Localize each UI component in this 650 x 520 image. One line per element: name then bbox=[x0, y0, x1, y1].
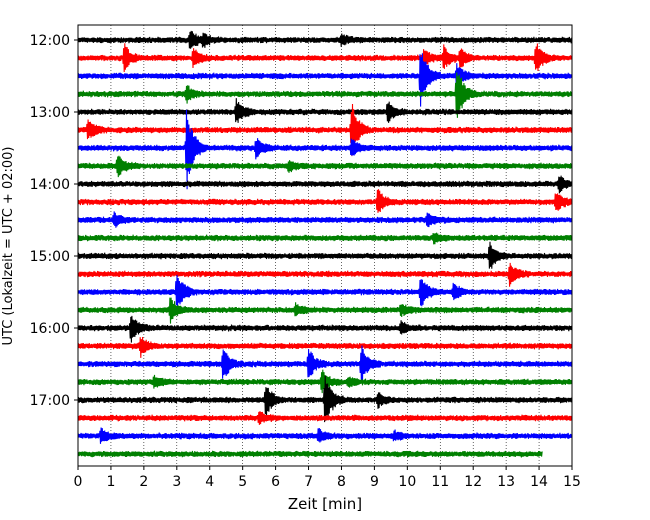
trace-row-1600 bbox=[77, 315, 573, 343]
x-tick-label: 11 bbox=[431, 474, 449, 490]
trace-row-1400 bbox=[77, 175, 573, 194]
y-axis-ticks: 12:00 13:00 14:00 15:00 16:00 17:00 bbox=[30, 33, 78, 409]
x-tick-label: 9 bbox=[370, 474, 379, 490]
trace-row-1745 bbox=[77, 450, 543, 458]
y-tick-label: 13:00 bbox=[30, 105, 70, 121]
x-axis-ticks: 0 1 2 3 4 5 6 7 8 9 10 11 12 13 14 15 bbox=[74, 466, 581, 490]
trace-row-1530 bbox=[77, 274, 573, 310]
seismic-traces bbox=[77, 30, 573, 458]
trace-row-1230 bbox=[77, 53, 573, 107]
trace-row-1630 bbox=[77, 345, 573, 384]
trace-row-1730 bbox=[77, 427, 573, 444]
x-tick-label: 14 bbox=[530, 474, 548, 490]
y-tick-label: 12:00 bbox=[30, 33, 70, 49]
y-tick-label: 17:00 bbox=[30, 393, 70, 409]
y-tick-label: 16:00 bbox=[30, 321, 70, 337]
x-tick-label: 7 bbox=[304, 474, 313, 490]
plot-frame bbox=[77, 24, 573, 467]
x-tick-label: 2 bbox=[139, 474, 148, 490]
trace-row-1315 bbox=[77, 103, 573, 157]
x-tick-label: 3 bbox=[172, 474, 181, 490]
x-tick-label: 0 bbox=[74, 474, 83, 490]
trace-row-1200 bbox=[77, 30, 573, 49]
x-tick-label: 12 bbox=[464, 474, 482, 490]
y-tick-label: 14:00 bbox=[30, 177, 70, 193]
trace-row-1245 bbox=[77, 72, 573, 118]
trace-row-1415 bbox=[77, 189, 573, 213]
trace-row-1445 bbox=[77, 232, 573, 245]
trace-row-1615 bbox=[77, 336, 573, 358]
trace-row-1700 bbox=[77, 375, 573, 423]
trace-row-1345 bbox=[77, 155, 573, 178]
trace-row-1545 bbox=[77, 297, 573, 324]
trace-row-1300 bbox=[77, 98, 573, 123]
x-tick-label: 5 bbox=[238, 474, 247, 490]
trace-row-1715 bbox=[77, 411, 573, 425]
trace-row-1515 bbox=[77, 262, 573, 287]
x-tick-label: 13 bbox=[497, 474, 515, 490]
x-tick-label: 15 bbox=[563, 474, 581, 490]
trace-row-1500 bbox=[77, 241, 573, 269]
x-axis-label: Zeit [min] bbox=[288, 495, 362, 513]
y-axis-label: UTC (Lokalzeit = UTC + 02:00) bbox=[1, 147, 16, 346]
trace-row-1430 bbox=[77, 211, 573, 228]
x-tick-label: 10 bbox=[398, 474, 416, 490]
trace-row-1215 bbox=[77, 43, 573, 73]
x-tick-label: 1 bbox=[106, 474, 115, 490]
x-tick-label: 8 bbox=[337, 474, 346, 490]
x-tick-label: 4 bbox=[205, 474, 214, 490]
trace-row-1330 bbox=[77, 109, 573, 190]
x-tick-label: 6 bbox=[271, 474, 280, 490]
y-tick-label: 15:00 bbox=[30, 249, 70, 265]
